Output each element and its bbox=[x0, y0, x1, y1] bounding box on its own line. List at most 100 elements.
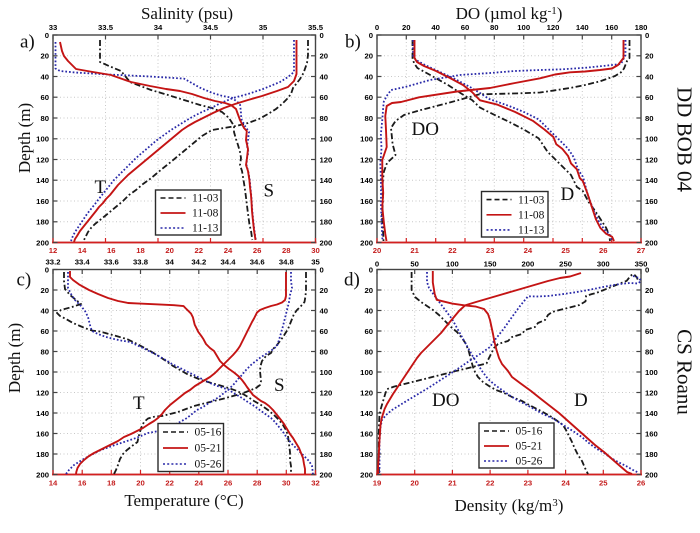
svg-text:80: 80 bbox=[490, 23, 499, 32]
svg-text:26: 26 bbox=[253, 246, 262, 255]
svg-text:200: 200 bbox=[320, 238, 333, 247]
svg-text:14: 14 bbox=[49, 479, 58, 488]
svg-text:25: 25 bbox=[599, 479, 608, 488]
svg-text:100: 100 bbox=[320, 368, 333, 377]
svg-text:100: 100 bbox=[645, 368, 658, 377]
svg-text:180: 180 bbox=[635, 23, 648, 32]
svg-text:24: 24 bbox=[561, 479, 570, 488]
svg-text:250: 250 bbox=[559, 260, 572, 269]
svg-text:a): a) bbox=[20, 32, 35, 53]
svg-text:180: 180 bbox=[645, 450, 658, 459]
svg-text:40: 40 bbox=[431, 23, 440, 32]
svg-text:22: 22 bbox=[448, 246, 457, 255]
svg-text:100: 100 bbox=[320, 135, 333, 144]
svg-text:33.4: 33.4 bbox=[75, 258, 91, 267]
svg-text:35.5: 35.5 bbox=[308, 23, 324, 32]
svg-text:33.2: 33.2 bbox=[46, 258, 61, 267]
svg-text:20: 20 bbox=[40, 52, 49, 61]
svg-text:40: 40 bbox=[320, 306, 329, 315]
svg-text:180: 180 bbox=[36, 218, 49, 227]
svg-text:120: 120 bbox=[36, 155, 49, 164]
svg-text:100: 100 bbox=[645, 135, 658, 144]
svg-text:21: 21 bbox=[448, 479, 457, 488]
svg-text:18: 18 bbox=[107, 479, 116, 488]
svg-text:21: 21 bbox=[410, 246, 419, 255]
svg-text:Salinity (psu): Salinity (psu) bbox=[141, 4, 233, 23]
svg-text:180: 180 bbox=[36, 450, 49, 459]
svg-text:20: 20 bbox=[364, 286, 373, 295]
svg-text:180: 180 bbox=[320, 218, 333, 227]
svg-text:0: 0 bbox=[320, 31, 324, 40]
svg-text:23: 23 bbox=[486, 246, 495, 255]
svg-text:120: 120 bbox=[645, 388, 658, 397]
svg-text:40: 40 bbox=[40, 72, 49, 81]
svg-text:34.2: 34.2 bbox=[191, 258, 206, 267]
svg-text:140: 140 bbox=[36, 176, 49, 185]
svg-text:60: 60 bbox=[461, 23, 470, 32]
svg-text:120: 120 bbox=[645, 155, 658, 164]
svg-text:200: 200 bbox=[360, 238, 373, 247]
svg-text:26: 26 bbox=[224, 479, 233, 488]
svg-text:180: 180 bbox=[360, 450, 373, 459]
svg-text:350: 350 bbox=[635, 260, 648, 269]
svg-text:11-08: 11-08 bbox=[192, 208, 219, 220]
svg-text:T: T bbox=[95, 177, 107, 198]
svg-text:180: 180 bbox=[360, 218, 373, 227]
svg-text:05-26: 05-26 bbox=[516, 456, 543, 468]
svg-text:140: 140 bbox=[645, 409, 658, 418]
svg-text:33: 33 bbox=[49, 23, 58, 32]
svg-text:180: 180 bbox=[645, 218, 658, 227]
svg-text:40: 40 bbox=[645, 72, 654, 81]
svg-text:140: 140 bbox=[645, 176, 658, 185]
svg-text:34: 34 bbox=[165, 258, 174, 267]
svg-text:80: 80 bbox=[364, 347, 373, 356]
svg-text:35: 35 bbox=[311, 258, 320, 267]
svg-text:160: 160 bbox=[36, 197, 49, 206]
svg-text:0: 0 bbox=[320, 265, 324, 274]
svg-text:0: 0 bbox=[375, 260, 379, 269]
svg-text:05-16: 05-16 bbox=[195, 427, 222, 439]
svg-text:80: 80 bbox=[645, 114, 654, 123]
svg-text:CS Roanu: CS Roanu bbox=[673, 329, 697, 415]
svg-text:20: 20 bbox=[320, 52, 329, 61]
svg-text:05-21: 05-21 bbox=[195, 443, 222, 455]
svg-text:20: 20 bbox=[320, 286, 329, 295]
svg-text:05-26: 05-26 bbox=[195, 459, 222, 471]
svg-text:200: 200 bbox=[36, 470, 49, 479]
svg-text:05-16: 05-16 bbox=[516, 426, 543, 438]
svg-text:140: 140 bbox=[576, 23, 589, 32]
svg-text:34.4: 34.4 bbox=[221, 258, 237, 267]
svg-text:24: 24 bbox=[224, 246, 233, 255]
svg-text:100: 100 bbox=[446, 260, 459, 269]
svg-text:200: 200 bbox=[36, 238, 49, 247]
svg-text:0: 0 bbox=[45, 265, 49, 274]
svg-text:160: 160 bbox=[320, 429, 333, 438]
svg-text:300: 300 bbox=[597, 260, 610, 269]
svg-text:80: 80 bbox=[320, 347, 329, 356]
svg-text:DD BOB 04: DD BOB 04 bbox=[673, 87, 697, 193]
svg-text:0: 0 bbox=[369, 31, 373, 40]
svg-text:200: 200 bbox=[645, 470, 658, 479]
svg-text:20: 20 bbox=[136, 479, 145, 488]
svg-text:35: 35 bbox=[259, 23, 268, 32]
svg-text:22: 22 bbox=[195, 246, 204, 255]
svg-text:140: 140 bbox=[360, 409, 373, 418]
svg-text:150: 150 bbox=[484, 260, 497, 269]
svg-text:S: S bbox=[274, 375, 285, 396]
svg-text:33.6: 33.6 bbox=[104, 258, 119, 267]
svg-text:23: 23 bbox=[524, 479, 533, 488]
svg-text:25: 25 bbox=[561, 246, 570, 255]
svg-text:80: 80 bbox=[645, 347, 654, 356]
svg-text:11-08: 11-08 bbox=[518, 209, 545, 221]
svg-text:180: 180 bbox=[320, 450, 333, 459]
svg-text:100: 100 bbox=[360, 368, 373, 377]
svg-text:160: 160 bbox=[360, 197, 373, 206]
svg-text:11-03: 11-03 bbox=[518, 194, 545, 206]
svg-text:19: 19 bbox=[373, 479, 382, 488]
svg-text:34: 34 bbox=[154, 23, 163, 32]
svg-text:40: 40 bbox=[320, 72, 329, 81]
svg-text:120: 120 bbox=[360, 388, 373, 397]
svg-text:24: 24 bbox=[195, 479, 204, 488]
svg-text:20: 20 bbox=[410, 479, 419, 488]
svg-text:50: 50 bbox=[410, 260, 419, 269]
